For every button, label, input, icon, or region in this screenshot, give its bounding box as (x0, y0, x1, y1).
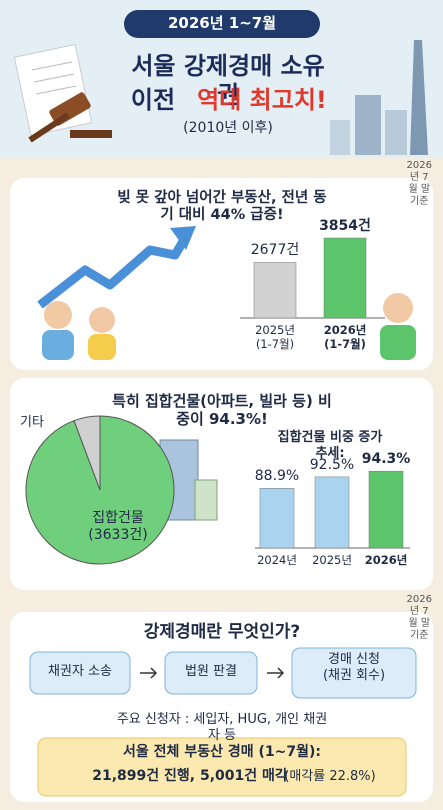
title: 서울 강제경매 소유권 (131, 52, 325, 109)
summary-box (37, 737, 407, 797)
tower-icon (330, 40, 428, 155)
section-title: 강제경매란 무엇인가? (143, 622, 301, 642)
chart-title: 집합건물 비중 증가 추세: (277, 430, 383, 461)
category-label: 2026년 (364, 553, 408, 567)
process-step: 경매 신청 (채권 회수) (322, 652, 386, 683)
process-arrows (140, 667, 285, 679)
bar (253, 262, 297, 319)
category-label: 2025년 (1-7월) (255, 323, 295, 351)
value-label: 94.3% (361, 451, 411, 468)
category-label: 2025년 (312, 553, 352, 567)
process-boxes (29, 647, 417, 699)
note: 2026년 7월 말 기준 (406, 594, 432, 641)
bar (323, 237, 367, 319)
category-label: 2024년 (257, 553, 297, 567)
process-step: 법원 판결 (185, 664, 237, 679)
bar (314, 476, 350, 549)
title-highlight: 역대 최고치! (197, 86, 327, 114)
title: 이전 (130, 86, 176, 114)
pie-slice (73, 415, 101, 491)
summary: 21,899건 진행, 5,001건 매각 (92, 768, 288, 784)
value-label: 3854건 (319, 218, 371, 235)
card (10, 178, 433, 370)
summary-rate: (매각률 22.8%) (284, 769, 376, 784)
people-icon (42, 293, 416, 360)
value-label: 88.9% (254, 468, 300, 485)
section-title: 빚 못 갚아 넘어간 부동산, 전년 동기 대비 44% 급증! (117, 190, 327, 224)
section-title: 특히 집합건물(아파트, 빌라 등) 비중이 94.3%! (112, 392, 332, 428)
badge (124, 10, 320, 38)
summary: 서울 전체 부동산 경매 (1~7월): (123, 744, 321, 760)
category-label: 2026년 (1-7월) (323, 323, 367, 351)
bar (259, 488, 295, 549)
process-step: 채권자 소송 (48, 664, 112, 679)
bar (368, 470, 404, 549)
value-label: 2677건 (250, 242, 300, 259)
trend-arrow (37, 226, 196, 309)
subtitle: (2010년 이후) (183, 120, 273, 136)
value-label: 92.5% (309, 456, 355, 473)
applicants: 주요 신청자 : 세입자, HUG, 개인 채권자 등 (116, 712, 328, 743)
note: 2026년 7월 말 기준 (406, 160, 432, 207)
gavel-icon (28, 92, 112, 143)
pie-label: 기타 (20, 415, 44, 430)
badge-text: 2026년 1~7월 (167, 14, 277, 32)
pie-label: 집합건물 (3633건) (88, 510, 148, 543)
